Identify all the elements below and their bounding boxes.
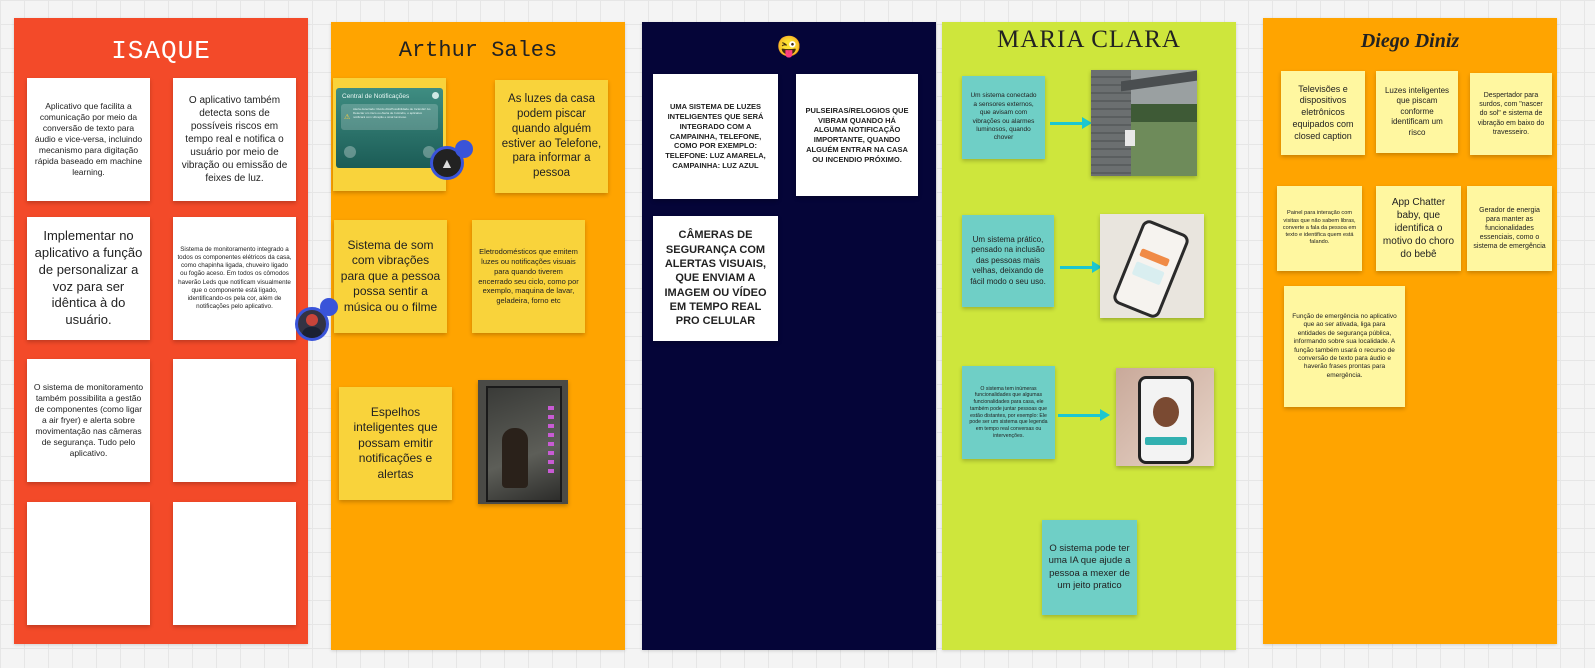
cursor-marker	[320, 298, 338, 316]
sticky-note[interactable]: Função de emergência no aplicativo que a…	[1284, 286, 1405, 407]
frame-title: MARIA CLARA	[997, 26, 1181, 53]
sticky-note[interactable]: UMA SISTEMA DE LUZES INTELIGENTES QUE SE…	[653, 74, 778, 199]
sticky-note[interactable]: Luzes inteligentes que piscam conforme i…	[1376, 71, 1458, 153]
person-silhouette	[502, 428, 528, 488]
frame-title: ISAQUE	[111, 36, 211, 66]
sticky-note[interactable]: CÂMERAS DE SEGURANÇA COM ALERTAS VISUAIS…	[653, 216, 778, 341]
sticky-note-empty[interactable]	[173, 359, 296, 482]
mirror-panel	[486, 386, 562, 502]
sticky-note[interactable]: Espelhos inteligentes que possam emitir …	[339, 387, 452, 500]
phone-app-image[interactable]	[1100, 214, 1204, 318]
sticky-note[interactable]: Eletrodomésticos que emitem luzes ou not…	[472, 220, 585, 333]
sticky-note[interactable]: As luzes da casa podem piscar quando alg…	[495, 80, 608, 193]
sticky-note[interactable]: Um sistema conectado a sensores externos…	[962, 76, 1045, 159]
sticky-note[interactable]: O sistema tem inúmeras funcionalidades q…	[962, 366, 1055, 459]
call-caption-bar	[1145, 437, 1187, 445]
house-rain-sensor-image[interactable]	[1091, 70, 1197, 176]
cursor-marker	[455, 140, 473, 158]
sticky-note[interactable]: Sistema de monitoramento integrado a tod…	[173, 217, 296, 340]
sticky-note[interactable]: O sistema de monitoramento também possib…	[27, 359, 150, 482]
sticky-note[interactable]: Sistema de som com vibrações para que a …	[334, 220, 447, 333]
phone-screen-card	[1131, 261, 1165, 286]
phone-device	[1138, 376, 1194, 464]
person-body-icon	[302, 327, 322, 338]
sticky-note[interactable]: PULSEIRAS/RELOGIOS QUE VIBRAM QUANDO HÁ …	[796, 74, 918, 196]
sticky-note[interactable]: Gerador de energia para manter as funcio…	[1467, 186, 1552, 271]
roof-edge	[1121, 70, 1197, 92]
sensor-device	[1125, 130, 1135, 146]
avatar-icon: ▲	[440, 155, 454, 171]
notification-header: Central de Notificações	[342, 93, 410, 100]
video-call-image[interactable]	[1116, 368, 1214, 466]
person-icon	[306, 314, 318, 326]
caller-face	[1153, 397, 1179, 427]
sticky-note[interactable]: Um sistema prático, pensado na inclusão …	[962, 215, 1054, 307]
emoji-title-icon: 😜	[776, 36, 802, 58]
sticky-note[interactable]: O aplicativo também detecta sons de poss…	[173, 78, 296, 201]
app-icons-column	[548, 406, 554, 476]
notification-text: Alerta detectado: Ruído Alto/Possibilida…	[353, 107, 431, 120]
arrow-connector	[1058, 409, 1110, 421]
frame-title: Arthur Sales	[398, 38, 558, 63]
sticky-note[interactable]: App Chatter baby, que identifica o motiv…	[1376, 186, 1461, 271]
warning-icon: ⚠	[344, 114, 351, 121]
notification-screenshot: Central de Notificações ⚠ Alerta detecta…	[336, 88, 443, 168]
sticky-note-empty[interactable]	[27, 502, 150, 625]
phone-device	[1110, 217, 1192, 318]
sticky-note[interactable]: Despertador para surdos, com "nascer do …	[1470, 73, 1552, 155]
sticky-note[interactable]: Painel para interação com visitas que nã…	[1277, 186, 1362, 271]
smart-mirror-image[interactable]	[478, 380, 568, 504]
sticky-note[interactable]: Televisões e dispositivos eletrônicos eq…	[1281, 71, 1365, 155]
sticky-note-empty[interactable]	[173, 502, 296, 625]
user-avatar[interactable]: ▲	[430, 146, 464, 180]
sticky-note[interactable]: O sistema pode ter uma IA que ajude a pe…	[1042, 520, 1137, 615]
notification-screenshot-note[interactable]: Central de Notificações ⚠ Alerta detecta…	[333, 78, 446, 191]
close-icon	[432, 92, 439, 99]
notification-card: ⚠ Alerta detectado: Ruído Alto/Possibili…	[341, 104, 438, 130]
flashlight-icon	[344, 146, 356, 158]
frame-title: Diego Diniz	[1360, 30, 1460, 52]
trees-band	[1131, 104, 1197, 122]
arrow-connector	[1050, 117, 1092, 129]
sticky-note[interactable]: Implementar no aplicativo a função de pe…	[27, 217, 150, 340]
sticky-note[interactable]: Aplicativo que facilita a comunicação po…	[27, 78, 150, 201]
arrow-connector	[1060, 261, 1102, 273]
